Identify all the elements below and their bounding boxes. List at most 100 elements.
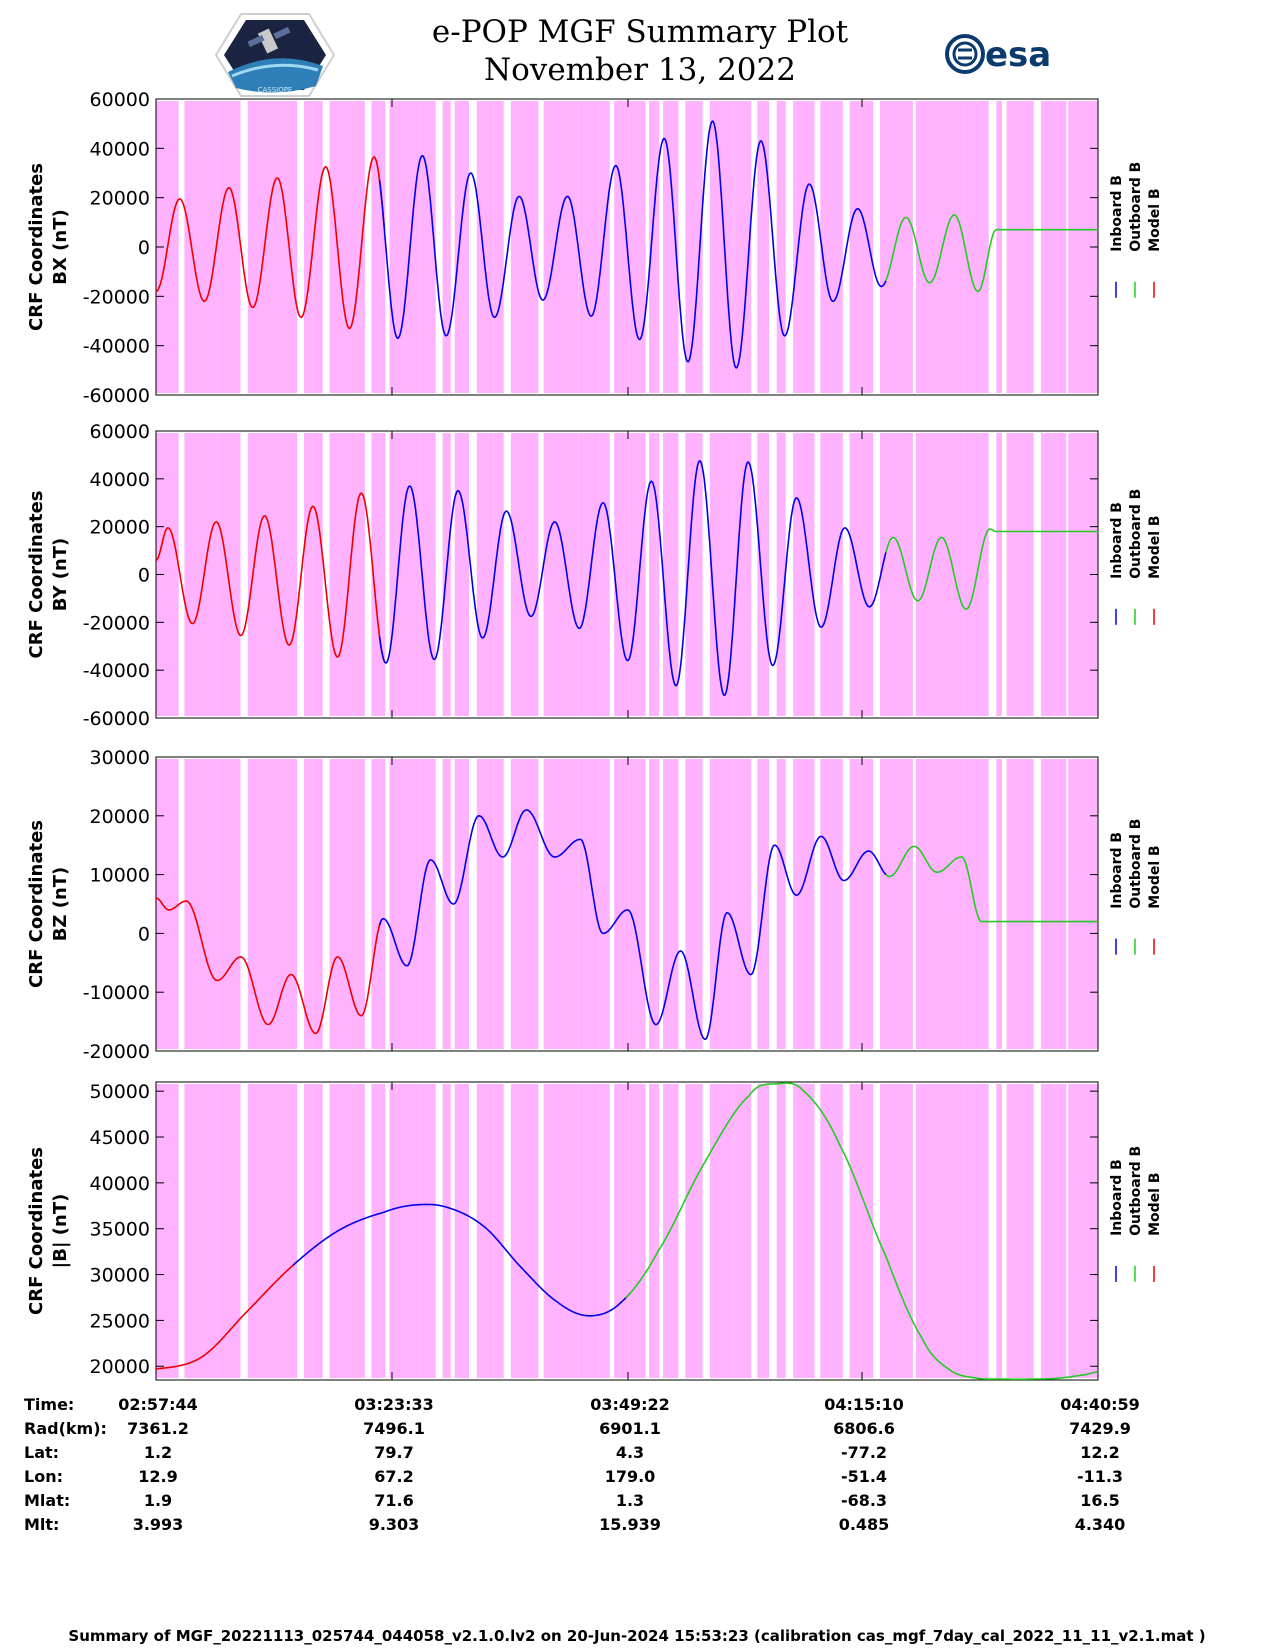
table-row-label: Lat: [24,1443,59,1462]
series-lines [155,1082,1099,1380]
y-tick-label: -40000 [83,336,150,358]
quality-strip [578,1084,585,1378]
quality-strip [649,101,657,393]
legend-label: Outboard B [1128,819,1144,909]
quality-strip [849,101,874,393]
quality-strip [656,101,660,393]
y-tick-label: 20000 [90,806,150,828]
table-cell: 04:40:59 [1060,1395,1140,1414]
quality-strip [849,433,874,716]
quality-strip [656,759,660,1049]
y-tick-label: 25000 [90,1310,150,1332]
series-line-model [155,1260,298,1370]
quality-strip [996,1084,1002,1378]
quality-strip [329,101,359,393]
quality-strip [272,1084,298,1378]
legend-label: Model B [1147,188,1163,251]
quality-strip [476,1084,494,1378]
quality-strip [358,433,365,716]
quality-strip [793,433,815,716]
quality-strip [663,759,679,1049]
table-row-label: Mlt: [24,1515,59,1534]
quality-strip [685,1084,703,1378]
quality-strip [420,1084,436,1378]
quality-strip [358,1084,365,1378]
quality-strip [663,433,679,716]
table-cell: 16.5 [1080,1491,1119,1510]
quality-strip [964,101,989,393]
quality-strip [880,433,913,716]
quality-strip [757,1084,770,1378]
legend-label: Outboard B [1128,489,1144,579]
quality-strip [709,433,732,716]
y-axis-label: CRF Coordinates [26,820,47,988]
quality-strip [217,101,241,393]
quality-strip [578,101,585,393]
quality-strip [304,1084,313,1378]
y-tick-label: 40000 [90,469,150,491]
y-axis-label: BY (nT) [50,538,71,612]
quality-strip [217,759,241,1049]
series-line-inboard [378,120,887,369]
table-cell: 7496.1 [363,1419,425,1438]
y-tick-label: 20000 [90,1356,150,1378]
quality-strip [1051,1084,1067,1378]
series-line-outboard [885,214,1098,293]
quality-strip [709,1084,732,1378]
quality-strip [272,759,298,1049]
y-axis-label: |B| (nT) [50,1194,71,1269]
quality-strip [757,433,770,716]
panel-by: 60000 40000 20000 0 -20000 -40000 -60000 CRF Co… [26,421,1163,730]
quality-strip [734,1084,752,1378]
y-tick-label: 10000 [90,865,150,887]
series-line-model [155,156,385,330]
quality-strip [599,759,610,1049]
quality-strip [964,1084,989,1378]
quality-strip [793,101,815,393]
y-axis-label: BZ (nT) [50,867,71,942]
quality-strip [629,759,646,1049]
table-cell: 7429.9 [1069,1419,1131,1438]
quality-strip [820,433,843,716]
quality-strip [454,759,469,1049]
series-line-inboard [378,809,887,1041]
quality-strip [614,759,630,1049]
quality-strip [156,759,179,1049]
quality-strip [734,101,752,393]
quality-strip [656,433,660,716]
y-tick-label: 45000 [90,1127,150,1149]
quality-strip [1068,1084,1081,1378]
quality-strip [272,101,298,393]
quality-strip [312,759,323,1049]
y-tick-label: 40000 [90,138,150,160]
plot-title: e-POP MGF Summary Plot [432,14,849,50]
legend: Inboard B Outboard B Model B [1109,162,1163,298]
quality-strip [584,433,600,716]
header: CASSIOPE e-POP MGF Summary Plot November… [214,13,1051,97]
legend-label: Model B [1147,845,1163,908]
table-row-label: Time: [24,1395,74,1414]
quality-strip [599,101,610,393]
quality-strip [663,101,679,393]
quality-strip [1040,433,1051,716]
quality-strip [880,1084,913,1378]
data-quality-background [156,101,1098,393]
quality-strip [304,759,313,1049]
quality-strip [1068,433,1081,716]
quality-strip [656,1084,660,1378]
table-cell: 1.2 [144,1443,172,1462]
quality-strip [649,759,657,1049]
quality-strip [936,1084,965,1378]
y-tick-label: 30000 [90,1265,150,1287]
legend-label: Inboard B [1109,1159,1125,1236]
quality-strip [916,101,937,393]
esa-logo: esa [945,34,1051,75]
table-cell: 4.340 [1075,1515,1126,1534]
quality-strip [578,759,585,1049]
quality-strip [936,101,965,393]
series-line-outboard [885,845,1098,923]
quality-strip [820,1084,843,1378]
quality-strip [543,759,572,1049]
table-cell: 3.993 [133,1515,184,1534]
quality-strip [996,101,1002,393]
